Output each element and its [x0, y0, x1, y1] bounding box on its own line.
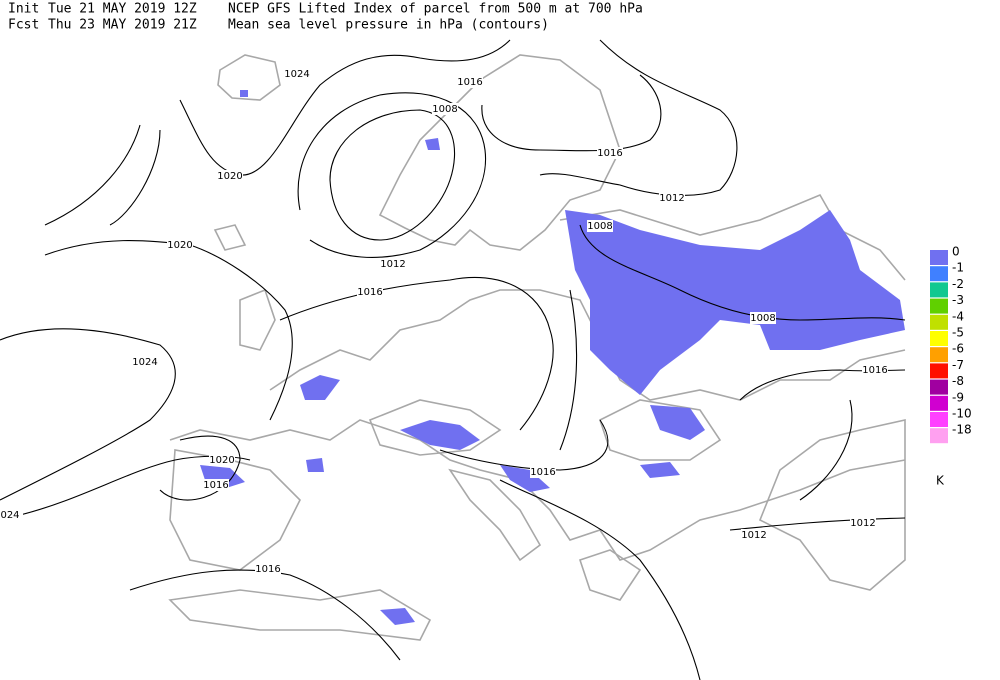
- contour-label-bg: [255, 563, 281, 575]
- header-label: Fcst: [8, 18, 39, 33]
- legend-label: -8: [952, 374, 964, 388]
- contour-label: 1024: [132, 357, 157, 368]
- legend-swatch: [930, 363, 948, 379]
- legend-swatch: [930, 298, 948, 314]
- contour-label-bg: [597, 147, 623, 159]
- contour-label: 1016: [255, 564, 280, 575]
- contour-label-bg: [587, 220, 613, 232]
- legend-label: -4: [952, 309, 964, 323]
- contour-label: 1012: [741, 530, 766, 541]
- contour-label-bg: [750, 312, 776, 324]
- contour-label-bg: [209, 454, 235, 466]
- legend-label: -10: [952, 407, 972, 421]
- contour-label: 1008: [750, 313, 775, 324]
- contour-label-bg: [380, 258, 406, 270]
- legend-label: -18: [952, 423, 972, 437]
- legend-swatch: [930, 347, 948, 363]
- header-title: Mean sea level pressure in hPa (contours…: [228, 18, 549, 33]
- contour-label: 024: [0, 510, 19, 521]
- contour-label: 1016: [597, 148, 622, 159]
- contour-label: 1020: [209, 455, 234, 466]
- contour-label: 1016: [357, 287, 382, 298]
- legend-unit: K: [936, 474, 945, 488]
- contour-label-bg: [659, 192, 685, 204]
- header-label: Init: [8, 2, 39, 17]
- legend-swatch: [930, 314, 948, 330]
- legend-label: -5: [952, 326, 964, 340]
- legend-swatch: [930, 331, 948, 346]
- contour-label: 1012: [659, 193, 684, 204]
- legend-swatch: [930, 250, 948, 265]
- contour-label-bg: [850, 517, 876, 529]
- contour-label: 1016: [457, 77, 482, 88]
- contour-label-bg: [530, 466, 556, 478]
- contour-label-bg: [457, 76, 483, 88]
- header-date: Thu 23 MAY 2019 21Z: [48, 18, 197, 33]
- legend-swatch: [930, 379, 948, 395]
- contour-label: 1016: [530, 467, 555, 478]
- contour-label: 1008: [587, 221, 612, 232]
- legend-swatch: [930, 266, 948, 282]
- legend-swatch: [930, 428, 948, 444]
- contour-label: 1020: [217, 171, 242, 182]
- contour-label: 1008: [432, 104, 457, 115]
- contour-label-bg: [203, 479, 229, 491]
- header-date: Tue 21 MAY 2019 12Z: [48, 2, 197, 17]
- contour-label-bg: [217, 170, 243, 182]
- pressure-contours: [0, 39, 906, 680]
- header-title: NCEP GFS Lifted Index of parcel from 500…: [228, 2, 643, 17]
- contour-label-bg: [0, 509, 23, 521]
- contour-label: 1016: [862, 365, 887, 376]
- contour-label-bg: [167, 239, 193, 251]
- contour-label-bg: [284, 68, 310, 80]
- contour-label: 1012: [380, 259, 405, 270]
- contour-label-bg: [741, 529, 767, 541]
- contour-label: 1016: [203, 480, 228, 491]
- legend-label: -2: [952, 277, 964, 291]
- contour-label-bg: [432, 103, 458, 115]
- contour-label-bg: [357, 286, 383, 298]
- legend-swatch: [930, 412, 948, 427]
- legend-label: 0: [952, 245, 960, 259]
- legend-label: -3: [952, 293, 964, 307]
- contour-label: 1024: [284, 69, 309, 80]
- contour-label-bg: [862, 364, 888, 376]
- legend-label: -1: [952, 261, 964, 275]
- contour-label-bg: [132, 356, 158, 368]
- legend-swatch: [930, 395, 948, 411]
- contour-label: 1020: [167, 240, 192, 251]
- legend-swatch: [930, 282, 948, 298]
- legend-label: -9: [952, 390, 964, 404]
- legend-label: -6: [952, 342, 964, 356]
- legend-label: -7: [952, 358, 964, 372]
- contour-label: 1012: [850, 518, 875, 529]
